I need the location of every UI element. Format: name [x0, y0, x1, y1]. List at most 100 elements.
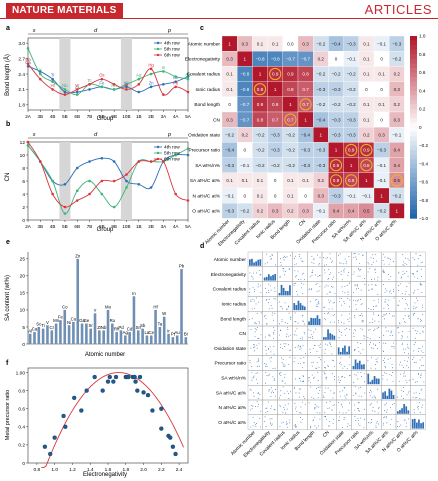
pair-point — [257, 337, 259, 339]
b-xlabel: Group — [97, 227, 114, 233]
pair-point — [311, 272, 313, 273]
series-point — [112, 205, 116, 209]
heatmap-row-label: N at%/C at% — [193, 193, 221, 199]
pair-point — [312, 271, 314, 273]
pair-point — [303, 356, 305, 358]
pair-point — [302, 380, 304, 382]
pair-point — [408, 294, 410, 296]
pair-cell — [336, 281, 352, 297]
pair-row-label: Covalent radius — [213, 287, 247, 293]
pair-point — [402, 331, 403, 333]
pair-point — [299, 388, 301, 390]
heatmap-value: −0.3 — [347, 133, 357, 138]
pair-point — [398, 300, 400, 302]
colorbar-segment — [410, 81, 417, 87]
pair-point — [415, 362, 417, 364]
bar — [72, 321, 75, 344]
pair-point — [308, 336, 310, 338]
pair-cell — [351, 340, 367, 356]
heatmap-value: 1 — [380, 193, 383, 198]
pair-point — [402, 261, 404, 263]
pair-point — [283, 406, 285, 408]
series-point — [149, 186, 153, 189]
bar — [59, 320, 62, 344]
pair-point — [282, 359, 284, 360]
pair-point — [301, 381, 303, 383]
pair-point — [252, 425, 254, 427]
pair-point — [363, 408, 365, 410]
pair-histogram-bar — [388, 388, 391, 399]
pair-point — [304, 403, 306, 405]
pair-point — [253, 422, 255, 424]
pair-point — [420, 321, 422, 323]
pair-point — [347, 275, 349, 276]
pair-point — [270, 360, 272, 362]
scatter-point — [63, 424, 68, 429]
heatmap-value: 0.9 — [287, 72, 294, 77]
pair-point — [418, 402, 420, 403]
pair-point — [419, 283, 421, 285]
x-tick-label: 6B — [74, 114, 80, 119]
pair-point — [402, 386, 404, 388]
heatmap-value: 1 — [259, 72, 262, 77]
pair-point — [280, 258, 281, 260]
pair-point — [361, 313, 363, 315]
series-point — [125, 179, 128, 183]
pair-point — [405, 290, 407, 292]
series-point — [149, 67, 153, 71]
point-label: Pb — [173, 80, 179, 85]
pair-point — [400, 390, 402, 391]
pair-point — [407, 392, 409, 394]
pair-point — [295, 282, 296, 284]
pair-point — [285, 343, 287, 345]
pair-point — [314, 416, 316, 418]
pair-point — [368, 422, 370, 424]
pair-point — [295, 424, 297, 426]
pair-point — [382, 342, 384, 344]
series-point — [88, 88, 91, 91]
pair-point — [405, 375, 407, 377]
pair-point — [397, 304, 399, 306]
pair-point — [325, 378, 327, 380]
colorbar-segment — [410, 145, 417, 151]
pair-point — [420, 373, 422, 375]
pair-point — [294, 257, 295, 259]
pair-point — [318, 303, 320, 305]
panel-letter-c: c — [200, 25, 204, 32]
scatter-point — [42, 444, 48, 449]
pair-col-label: Electronegativity — [242, 429, 272, 459]
pair-point — [331, 353, 333, 355]
pair-point — [408, 379, 410, 381]
y-tick-label: 1.00 — [16, 370, 26, 376]
series-point — [112, 179, 116, 183]
pair-point — [363, 381, 365, 383]
pair-point — [391, 418, 393, 420]
pair-point — [353, 257, 355, 259]
pair-point — [408, 307, 410, 309]
pair-point — [253, 395, 255, 397]
point-label: In — [162, 65, 166, 70]
y-tick-label: 2.7 — [18, 56, 25, 62]
pair-point — [323, 415, 325, 417]
pair-point — [281, 348, 283, 349]
highlight-ring — [329, 174, 343, 187]
pair-point — [290, 349, 292, 351]
pair-point — [332, 315, 334, 317]
heatmap-col-label: Covalent radius — [234, 218, 262, 246]
pair-point — [407, 336, 409, 338]
pair-point — [345, 397, 347, 399]
heatmap-value: −0.3 — [331, 87, 341, 92]
pair-point — [372, 396, 374, 398]
pair-point — [287, 344, 289, 346]
bar-label: Ti — [41, 323, 44, 328]
heatmap-value: 0.2 — [318, 57, 325, 62]
pair-point — [272, 312, 273, 314]
colorbar-segment — [410, 186, 417, 192]
pair-point — [348, 256, 350, 258]
pair-point — [370, 391, 372, 393]
pair-point — [252, 405, 254, 407]
pair-point — [293, 361, 295, 363]
pair-point — [414, 412, 415, 414]
pair-point — [400, 277, 402, 279]
colorbar-tick-label: −1.0 — [419, 216, 429, 221]
